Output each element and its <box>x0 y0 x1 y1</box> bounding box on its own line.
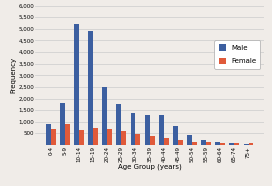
Bar <box>116 104 121 145</box>
Bar <box>88 31 93 145</box>
Bar <box>220 143 225 145</box>
Bar <box>145 115 150 145</box>
Bar <box>243 144 249 145</box>
Bar <box>164 138 169 145</box>
Bar <box>135 134 140 145</box>
Bar <box>93 128 98 145</box>
Bar <box>159 115 164 145</box>
Bar <box>46 124 51 145</box>
Bar <box>60 103 65 145</box>
Bar <box>51 129 56 145</box>
Bar <box>131 113 135 145</box>
Bar <box>102 87 107 145</box>
Bar <box>206 142 211 145</box>
Bar <box>74 24 79 145</box>
Bar <box>249 143 254 145</box>
Bar <box>65 124 70 145</box>
Bar <box>150 137 154 145</box>
Bar <box>187 135 192 145</box>
Bar <box>230 143 234 145</box>
Bar <box>79 130 84 145</box>
X-axis label: Age Group (years): Age Group (years) <box>118 163 181 170</box>
Bar <box>107 129 112 145</box>
Legend: Male, Female: Male, Female <box>214 40 260 68</box>
Bar <box>215 142 220 145</box>
Bar <box>178 140 183 145</box>
Y-axis label: Frequency: Frequency <box>11 57 17 93</box>
Bar <box>234 143 239 145</box>
Bar <box>173 126 178 145</box>
Bar <box>121 131 126 145</box>
Bar <box>201 140 206 145</box>
Bar <box>192 142 197 145</box>
